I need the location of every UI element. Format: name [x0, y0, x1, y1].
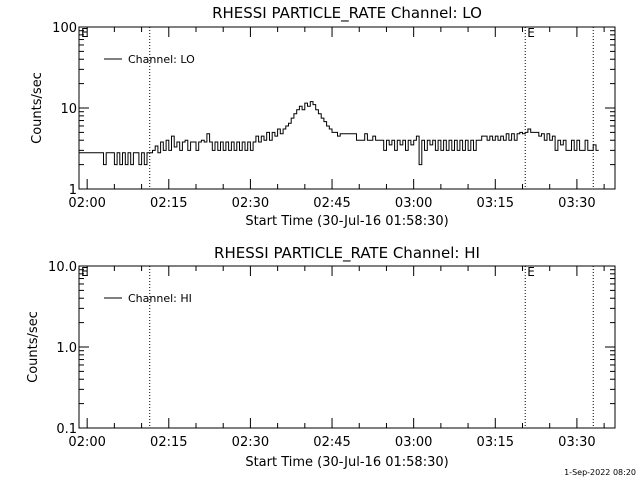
lo-chart-title: RHESSI PARTICLE_RATE Channel: LO	[212, 4, 482, 23]
hi-marker-label: E	[527, 265, 535, 279]
hi-corner-label: E	[81, 265, 89, 279]
x-tick-label: 02:30	[232, 435, 269, 450]
x-tick-label: 03:15	[477, 196, 514, 211]
lo-marker-label: E	[527, 26, 535, 40]
y-tick-label: 1	[69, 183, 77, 198]
x-tick-label: 02:15	[150, 196, 187, 211]
hi-axis-ticks: 02:00 02:15 02:30 02:45 03:00 03:15 03:30 0.1 1.…	[48, 260, 615, 450]
lo-axis-ticks: 02:00 02:15 02:30 02:45 03:00 03:15 03:30 1 10 10…	[52, 21, 615, 211]
x-tick-label: 03:00	[395, 435, 432, 450]
lo-plot-frame	[78, 26, 616, 190]
y-tick-label: 10	[60, 102, 77, 117]
lo-channel-panel: RHESSI PARTICLE_RATE Channel: LO 02:00 02…	[30, 4, 616, 229]
lo-y-axis-label: Counts/sec	[30, 72, 45, 144]
hi-x-axis-label: Start Time (30-Jul-16 01:58:30)	[245, 455, 448, 470]
lo-event-markers	[149, 27, 594, 189]
hi-event-markers	[149, 266, 594, 428]
x-tick-label: 02:30	[232, 196, 269, 211]
y-tick-label: 0.1	[56, 422, 77, 437]
x-tick-label: 02:00	[68, 435, 105, 450]
x-tick-label: 02:15	[150, 435, 187, 450]
hi-plot-frame	[78, 265, 616, 429]
x-tick-label: 03:00	[395, 196, 432, 211]
x-tick-label: 03:30	[558, 435, 595, 450]
y-tick-label: 10.0	[48, 260, 77, 275]
hi-channel-panel: RHESSI PARTICLE_RATE Channel: HI 02:00 02…	[26, 244, 616, 470]
y-tick-label: 1.0	[56, 341, 77, 356]
lo-x-axis-label: Start Time (30-Jul-16 01:58:30)	[245, 214, 448, 229]
generation-timestamp: 1-Sep-2022 08:20	[564, 468, 636, 477]
lo-corner-label: E	[81, 26, 89, 40]
hi-y-axis-label: Counts/sec	[26, 311, 41, 383]
y-tick-label: 100	[52, 21, 77, 36]
x-tick-label: 03:15	[477, 435, 514, 450]
lo-legend-entry: Channel: LO	[128, 53, 195, 66]
x-tick-label: 02:45	[313, 196, 350, 211]
x-tick-label: 02:00	[68, 196, 105, 211]
lo-series-line	[79, 101, 599, 166]
x-tick-label: 02:45	[313, 435, 350, 450]
hi-chart-title: RHESSI PARTICLE_RATE Channel: HI	[214, 244, 480, 263]
hi-legend-entry: Channel: HI	[128, 292, 192, 305]
x-tick-label: 03:30	[558, 196, 595, 211]
